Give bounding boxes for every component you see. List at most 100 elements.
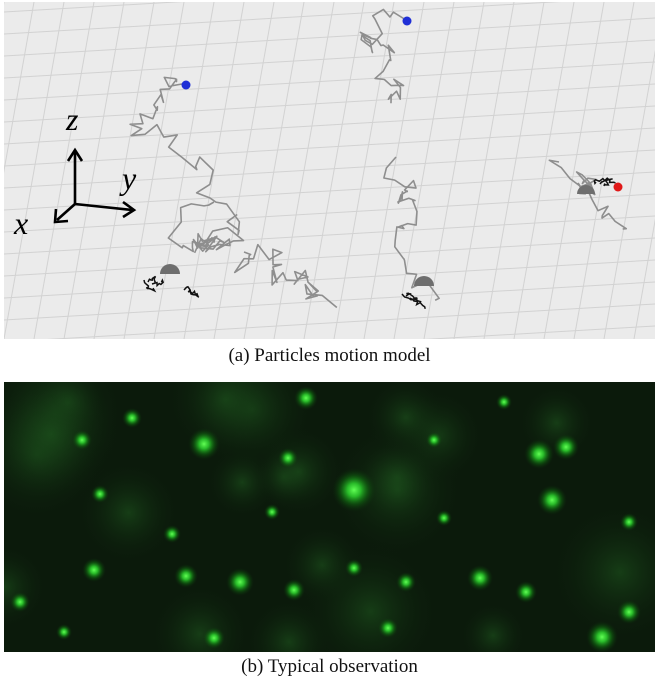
grid-line — [603, 49, 655, 339]
dome-marker — [414, 276, 434, 286]
haze-blob — [4, 382, 121, 504]
grid-line — [33, 2, 95, 339]
fluorescent-spot — [226, 568, 254, 596]
grid-line — [543, 2, 605, 339]
grid-line — [4, 237, 655, 277]
fluorescent-spot — [537, 485, 567, 515]
fluorescent-spot — [174, 564, 198, 588]
grid-line — [513, 2, 575, 339]
x-axis-label: x — [13, 205, 28, 241]
grid-line — [4, 259, 655, 299]
grid-line — [423, 2, 485, 339]
fluorescent-spots — [10, 386, 641, 652]
motion-model-plot: z y x — [4, 2, 655, 339]
z-arrowhead — [66, 147, 84, 162]
observation-panel — [4, 382, 655, 652]
caption-b: (b) Typical observation — [241, 656, 418, 677]
grid-line — [93, 2, 155, 339]
trajectory-middle-lower — [383, 156, 440, 301]
fluorescent-spot — [283, 579, 305, 601]
fluorescent-spot — [91, 485, 109, 503]
grid-line — [453, 2, 515, 339]
fluorescent-spot — [264, 504, 280, 520]
y-axis-label: y — [119, 160, 137, 196]
caption-a: (a) Particles motion model — [228, 345, 431, 366]
fluorescent-spot — [553, 434, 579, 460]
grid-line — [46, 303, 655, 339]
haze-blob — [149, 583, 251, 652]
grid-line — [633, 218, 655, 339]
grid-line — [4, 61, 655, 101]
grid-line — [4, 2, 65, 339]
recent-steps — [599, 177, 616, 185]
fluorescent-spot — [10, 592, 30, 612]
fluorescent-spot — [524, 439, 554, 469]
grid-line — [123, 2, 185, 339]
trajectory-left-branch — [233, 243, 338, 309]
recent-steps — [147, 275, 157, 284]
recent-steps — [405, 292, 422, 303]
grid-line — [393, 2, 455, 339]
grid-line — [4, 83, 655, 123]
fluorescent-spot — [122, 408, 142, 428]
fluorescent-spot — [378, 618, 398, 638]
grid-line — [183, 2, 245, 339]
grid-line — [4, 2, 35, 174]
grid-line — [4, 105, 655, 145]
grid-line — [243, 2, 305, 339]
trajectory-left-lower — [167, 201, 245, 254]
ground-grid — [4, 2, 655, 339]
grid-line — [213, 2, 275, 339]
fluorescent-spot — [467, 565, 493, 591]
start-marker-middle — [402, 16, 412, 26]
haze-blob — [245, 598, 333, 652]
z-axis-label: z — [65, 101, 79, 137]
grid-line — [153, 2, 215, 339]
fluorescent-spot — [426, 432, 442, 448]
axis-triad: z y x — [13, 101, 137, 241]
fluorescent-spot — [332, 468, 376, 512]
haze-blob — [253, 425, 345, 518]
grid-line — [273, 2, 335, 339]
recent-steps — [151, 278, 165, 288]
dome-marker — [160, 264, 180, 274]
observation-image — [4, 382, 655, 652]
recent-steps — [409, 297, 426, 310]
trajectory-middle-upper — [359, 8, 407, 104]
grid-line — [4, 39, 655, 79]
grid-line — [4, 17, 655, 57]
grid-line — [4, 2, 184, 13]
grid-line — [573, 2, 635, 339]
fluorescent-spot — [345, 559, 363, 577]
fluorescent-spot — [620, 513, 638, 531]
highlight-marker-right — [613, 182, 623, 192]
start-marker-left — [181, 80, 191, 90]
haze-blob — [459, 601, 527, 652]
fluorescent-spot — [515, 581, 537, 603]
fluorescent-spot — [586, 621, 618, 652]
fluorescent-spot — [617, 600, 641, 624]
x-axis-arrow — [56, 203, 76, 221]
recent-steps — [143, 279, 157, 293]
dome-marker — [577, 185, 595, 194]
x-arrowhead — [53, 208, 69, 224]
grid-line — [4, 149, 655, 189]
fluorescent-spot — [163, 525, 181, 543]
fluorescent-spot — [72, 430, 92, 450]
trajectory-left-upper — [129, 76, 241, 236]
fluorescent-spot — [396, 572, 416, 592]
grid-line — [4, 171, 655, 211]
fluorescent-spot — [82, 558, 106, 582]
fluorescent-spot — [294, 386, 318, 410]
fluorescent-spot — [436, 510, 452, 526]
y-axis-arrow — [74, 202, 133, 212]
grid-line — [303, 2, 365, 339]
grid-line — [63, 2, 125, 339]
grid-line — [483, 2, 545, 339]
grid-line — [363, 2, 425, 339]
haze-blob — [329, 422, 465, 558]
y-arrowhead — [122, 200, 137, 219]
grid-line — [423, 325, 655, 339]
recent-steps — [603, 178, 613, 187]
grid-line — [4, 127, 655, 167]
